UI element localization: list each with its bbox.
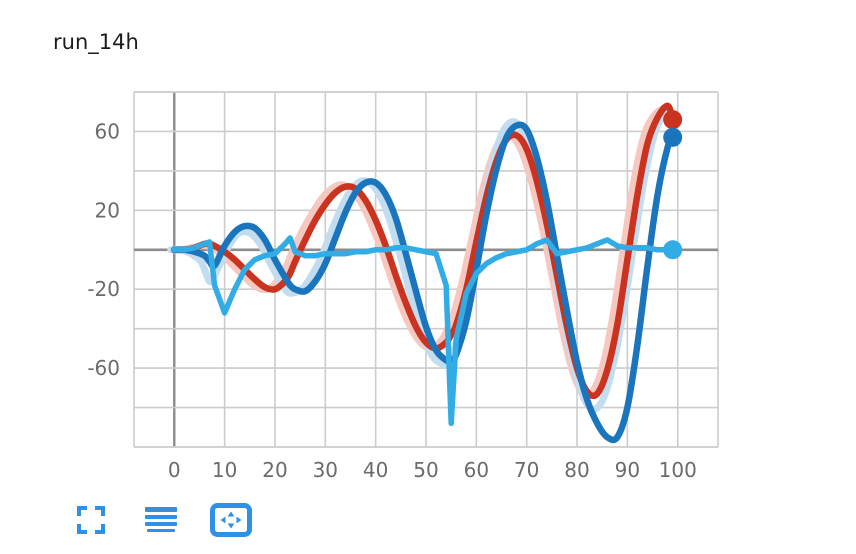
x-tick-label: 0 (168, 458, 181, 482)
pan-tool-icon[interactable] (210, 500, 252, 540)
x-tick-label: 70 (514, 458, 539, 482)
series-layer (167, 102, 676, 444)
page-title: run_14h (53, 30, 139, 54)
endpoint-marker-blue[interactable] (663, 127, 683, 147)
series-line-ghost-blue (167, 105, 673, 414)
x-tick-label: 100 (659, 458, 697, 482)
x-tick-label: 10 (212, 458, 237, 482)
endpoint-marker-cyan[interactable] (663, 240, 683, 260)
fullscreen-icon[interactable] (70, 500, 112, 540)
x-tick-label: 30 (313, 458, 338, 482)
pan-tool-icon-glyph (210, 503, 252, 537)
endpoint-markers (663, 110, 683, 260)
x-tick-label: 40 (363, 458, 388, 482)
x-axis-tick-labels: 0 10 20 30 40 50 60 70 80 90 100 (168, 458, 697, 482)
x-tick-label: 50 (413, 458, 438, 482)
list-lines-icon[interactable] (140, 500, 182, 540)
list-lines-icon-glyph (145, 507, 177, 532)
y-tick-label: -60 (87, 356, 120, 380)
x-tick-label: 80 (564, 458, 589, 482)
fullscreen-icon-glyph (77, 506, 105, 534)
series-line-red (171, 102, 676, 400)
y-tick-label: 60 (95, 119, 120, 143)
y-tick-label: 20 (95, 198, 120, 222)
x-tick-label: 20 (262, 458, 287, 482)
series-line-blue (171, 121, 676, 444)
endpoint-marker-red[interactable] (663, 110, 683, 130)
x-tick-label: 60 (464, 458, 489, 482)
y-tick-label: -20 (87, 277, 120, 301)
series-line-cyan (171, 235, 676, 427)
x-tick-label: 90 (615, 458, 640, 482)
y-axis-tick-labels: 60 20 -20 -60 (87, 119, 120, 380)
chart-toolbar[interactable] (70, 500, 252, 540)
